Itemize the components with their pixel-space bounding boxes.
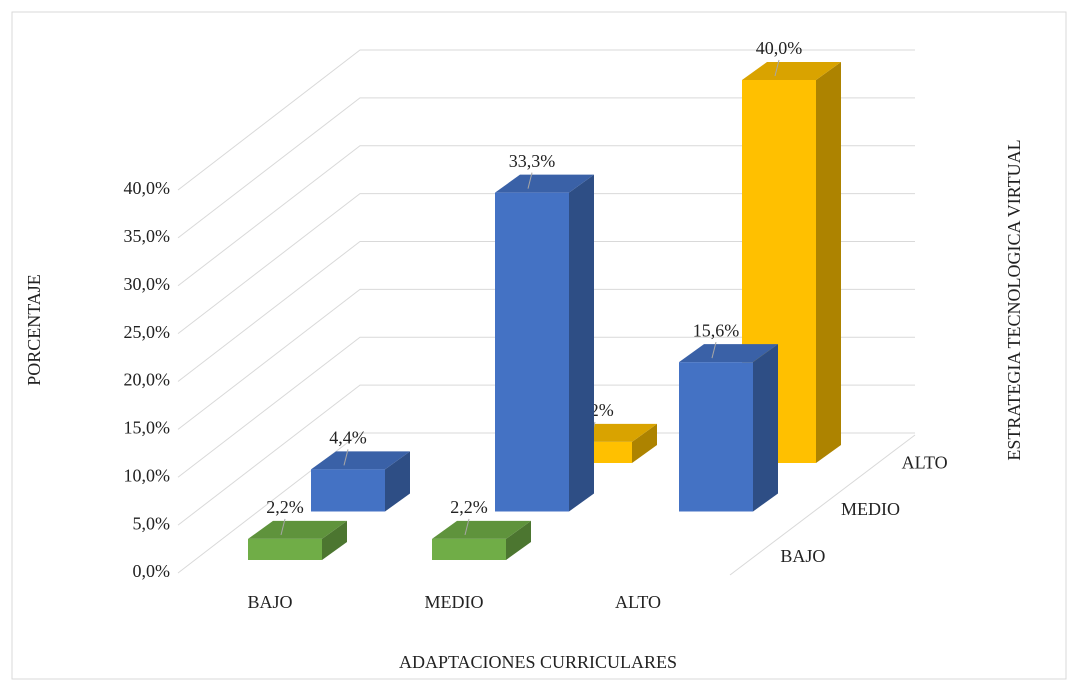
leader-line bbox=[464, 518, 470, 536]
grid-line bbox=[177, 49, 915, 191]
depth-tick-label: ALTO bbox=[902, 452, 948, 472]
y-tick-label: 35,0% bbox=[124, 226, 171, 246]
data-label: 2,2% bbox=[450, 497, 488, 517]
bar-side bbox=[569, 174, 594, 512]
data-label: 33,3% bbox=[509, 151, 556, 171]
depth-axis-title: ESTRATEGIA TECNOLOGICA VIRTUAL bbox=[1004, 139, 1024, 460]
x-tick-label: MEDIO bbox=[425, 592, 484, 612]
bar-top bbox=[248, 520, 347, 539]
data-label: 15,6% bbox=[693, 320, 740, 340]
grid-line bbox=[177, 336, 915, 478]
y-tick-label: 30,0% bbox=[124, 274, 171, 294]
depth-tick-label: MEDIO bbox=[841, 499, 900, 519]
bar bbox=[495, 192, 569, 512]
bar bbox=[248, 538, 322, 560]
grid-line bbox=[177, 145, 915, 287]
y-tick-label: 5,0% bbox=[133, 513, 171, 533]
x-axis-title: ADAPTACIONES CURRICULARES bbox=[399, 652, 677, 672]
bar-top bbox=[495, 174, 594, 193]
data-label: 2,2% bbox=[266, 497, 304, 517]
floor-edge bbox=[729, 434, 916, 576]
bar-side bbox=[322, 520, 347, 560]
leader-line bbox=[711, 342, 717, 359]
grid-line bbox=[177, 193, 915, 335]
bar bbox=[432, 538, 506, 560]
data-label: 40,0% bbox=[756, 38, 803, 58]
bar-top bbox=[742, 62, 841, 80]
bar bbox=[311, 469, 385, 512]
leader-line bbox=[343, 449, 349, 466]
x-tick-label: ALTO bbox=[615, 592, 661, 612]
bar-top bbox=[311, 451, 410, 470]
depth-tick-label: BAJO bbox=[780, 546, 825, 566]
y-axis-title: PORCENTAJE bbox=[24, 274, 44, 386]
y-tick-label: 0,0% bbox=[133, 561, 171, 581]
bar-side bbox=[385, 451, 410, 512]
y-tick-label: 20,0% bbox=[124, 370, 171, 390]
grid-line bbox=[177, 97, 915, 239]
grid-line bbox=[177, 288, 915, 430]
leader-line bbox=[280, 518, 286, 536]
bar-top bbox=[679, 344, 778, 363]
y-tick-label: 25,0% bbox=[124, 322, 171, 342]
bar bbox=[679, 362, 753, 512]
y-tick-label: 15,0% bbox=[124, 418, 171, 438]
y-tick-label: 40,0% bbox=[124, 178, 171, 198]
leader-line bbox=[774, 59, 780, 77]
bar-side bbox=[816, 62, 841, 463]
bar-side bbox=[506, 520, 531, 560]
bar-side bbox=[632, 423, 657, 463]
grid-line bbox=[177, 241, 915, 382]
x-tick-label: BAJO bbox=[247, 592, 292, 612]
bar-top bbox=[432, 520, 531, 539]
data-label: 4,4% bbox=[329, 427, 367, 447]
bar-side bbox=[753, 344, 778, 512]
leader-line bbox=[527, 172, 533, 189]
y-tick-label: 10,0% bbox=[124, 465, 171, 485]
